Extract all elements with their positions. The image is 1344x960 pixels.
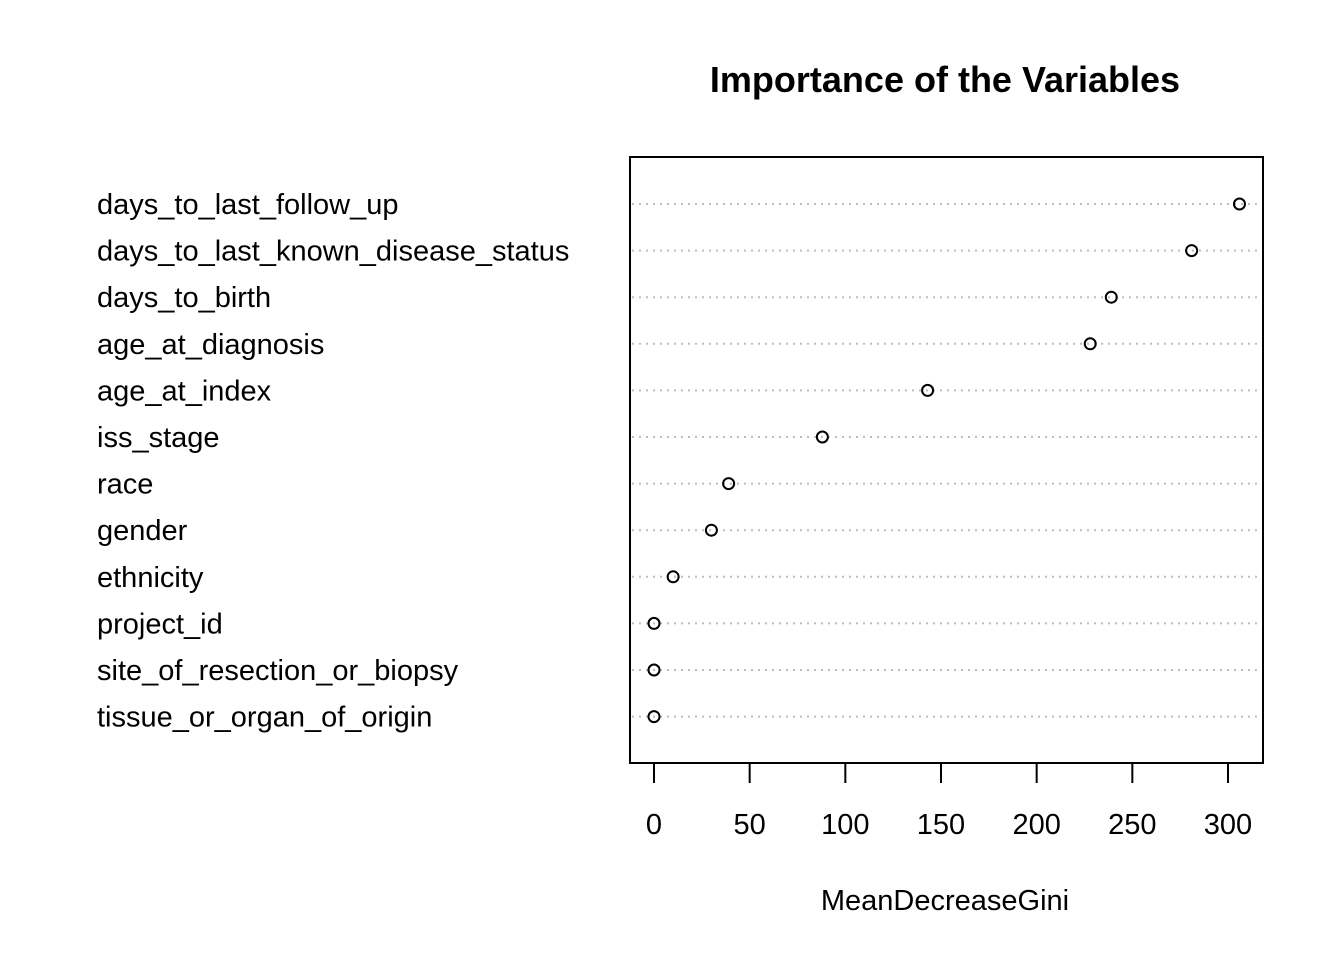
- category-label: age_at_diagnosis: [97, 329, 324, 361]
- data-point: [647, 663, 661, 677]
- category-label: tissue_or_organ_of_origin: [97, 702, 432, 734]
- category-label: age_at_index: [97, 375, 272, 407]
- x-tick-label: 50: [734, 809, 766, 841]
- data-point: [704, 523, 718, 537]
- data-point: [647, 616, 661, 630]
- data-point: [722, 477, 736, 491]
- x-axis-label: MeanDecreaseGini: [821, 885, 1069, 917]
- x-axis: 0 50 100 150 200 250 300: [646, 762, 1252, 841]
- data-point: [647, 710, 661, 724]
- x-tick-label: 100: [821, 809, 869, 841]
- data-point: [1083, 337, 1097, 351]
- x-tick-label: 300: [1204, 809, 1252, 841]
- data-point: [666, 570, 680, 584]
- category-label: days_to_birth: [97, 282, 271, 314]
- x-axis-ticks: 0 50 100 150 200 250 300: [646, 762, 1252, 841]
- category-label: ethnicity: [97, 562, 204, 594]
- data-point: [1232, 197, 1246, 211]
- plot-frame: [629, 156, 1264, 764]
- x-tick-label: 250: [1108, 809, 1156, 841]
- category-labels: days_to_last_follow_up days_to_last_known…: [97, 189, 569, 734]
- category-label: site_of_resection_or_biopsy: [97, 655, 459, 687]
- data-point: [921, 383, 935, 397]
- x-tick-label: 150: [917, 809, 965, 841]
- data-point: [1104, 290, 1118, 304]
- data-point: [1185, 244, 1199, 258]
- category-label: iss_stage: [97, 422, 220, 454]
- category-label: days_to_last_follow_up: [97, 189, 398, 221]
- x-tick-label: 0: [646, 809, 662, 841]
- grid-lines: [632, 203, 1261, 718]
- category-label: days_to_last_known_disease_status: [97, 236, 569, 268]
- data-point: [815, 430, 829, 444]
- chart-title: Importance of the Variables: [710, 59, 1180, 100]
- category-label: project_id: [97, 608, 223, 640]
- data-points: [647, 197, 1246, 724]
- category-label: gender: [97, 515, 188, 547]
- category-label: race: [97, 469, 153, 501]
- x-tick-label: 200: [1012, 809, 1060, 841]
